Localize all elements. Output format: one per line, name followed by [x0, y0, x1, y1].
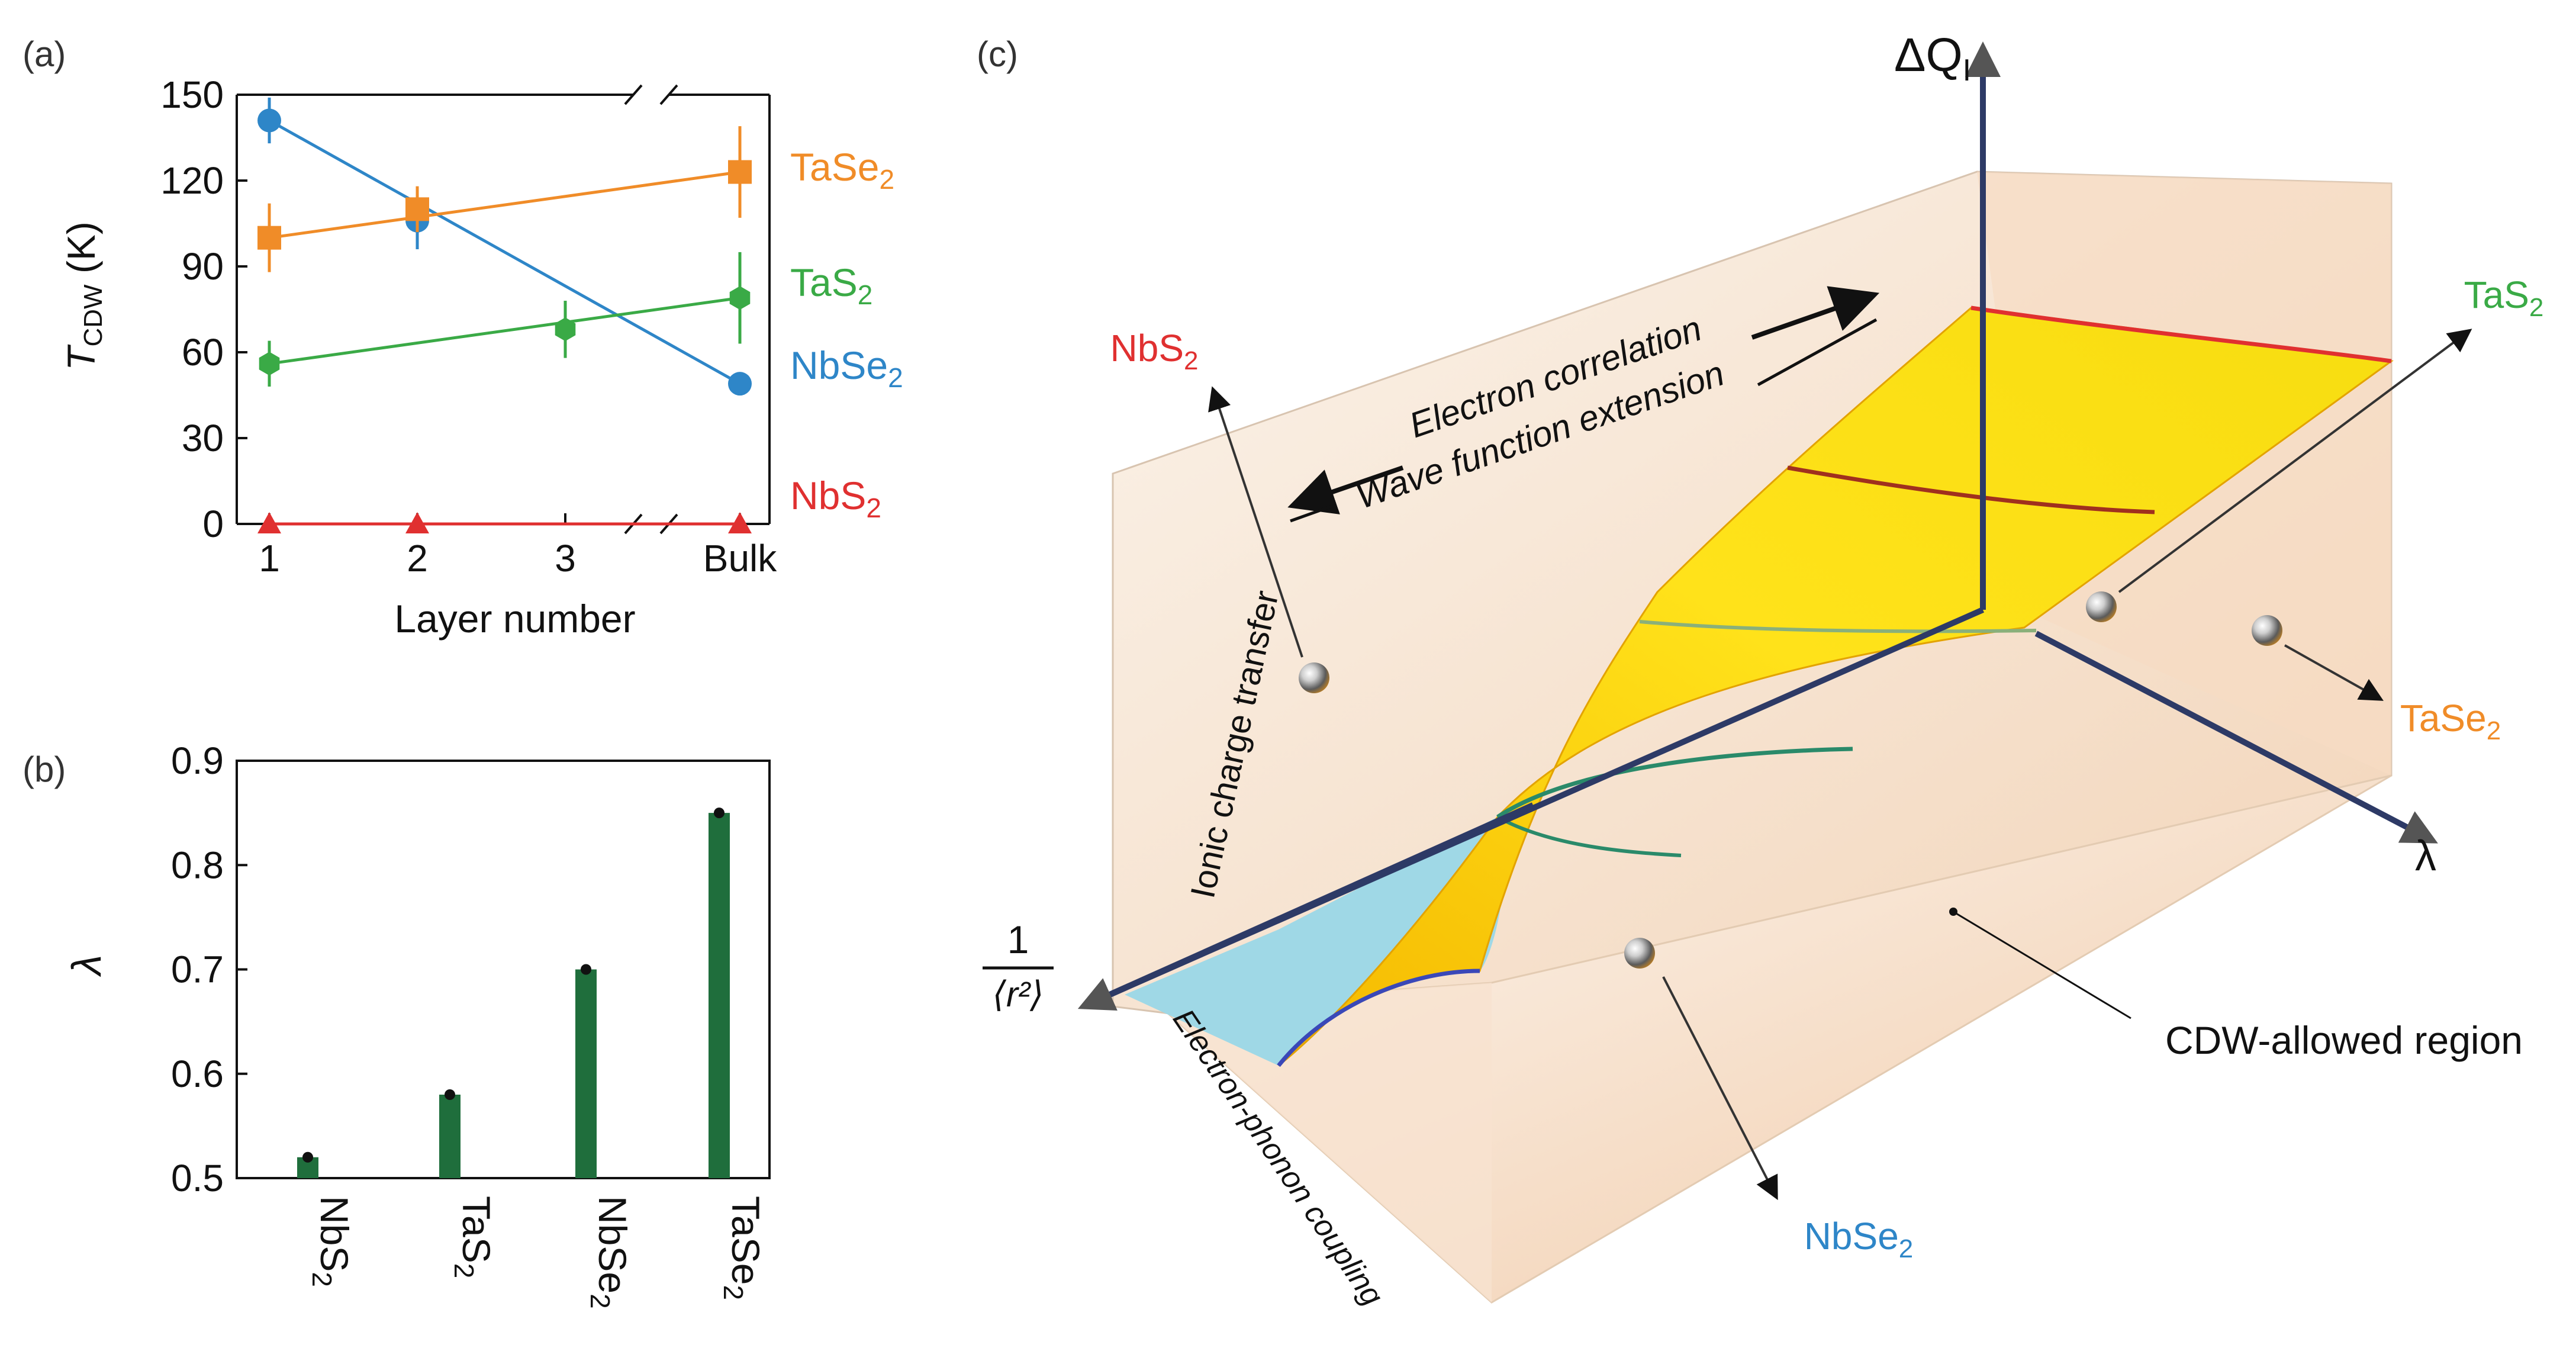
arrow-nbs2 — [1208, 386, 1303, 658]
panel-a-fit-tase2 — [269, 170, 740, 240]
panel-a-axis-break-mark — [624, 84, 643, 105]
label-tas2: TaS2 — [2464, 274, 2544, 322]
panel-b-y-tick-label: 0.5 — [171, 1157, 224, 1199]
contour-dark — [1787, 465, 2155, 514]
arrow-tase2 — [2284, 644, 2384, 701]
cdw-surface — [1277, 307, 2394, 1067]
panel-b-bar-cap — [445, 1089, 455, 1100]
panel-a-fit-nbse2 — [268, 119, 741, 385]
cdw-region-label: CDW-allowed region — [2165, 1018, 2523, 1062]
panel-b-category-label: TaS2 — [449, 1196, 498, 1278]
contour-light — [1639, 620, 2037, 633]
panel-a-x-tick-label: Bulk — [703, 537, 778, 580]
panel-b-y-tick-label: 0.6 — [171, 1053, 224, 1095]
blue-region — [1125, 817, 1504, 1066]
panel-b-frame — [236, 760, 771, 1179]
x-axis — [2034, 630, 2438, 844]
panel-a-point-tase2 — [728, 160, 752, 184]
contour-green-1 — [1496, 747, 1853, 819]
panel-b-category-label: NbS2 — [307, 1196, 356, 1287]
ball-nbs2 — [1299, 662, 1329, 693]
panel-a-point-nbse2 — [728, 372, 752, 396]
wave-function-line — [1290, 504, 1332, 523]
ball-tas2 — [2086, 591, 2117, 622]
panel-a-ticks: 0 30 60 90 120 150 1 2 3 Bulk — [160, 73, 777, 580]
panel-a-axes — [236, 84, 771, 535]
panel-a-y-tick-label: 0 — [202, 503, 224, 545]
contour-green-2 — [1496, 815, 1682, 857]
y-axis-label-numerator: 1 — [1007, 918, 1029, 961]
panel-a-legend-nbs2: NbS2 — [790, 474, 881, 523]
panel-a-x-tick-label: 3 — [555, 537, 576, 580]
panel-b: (b) 0.5 0.6 0.7 0.8 0.9 NbS2 TaS2 NbSe2 TaSe2 λ — [22, 739, 771, 1309]
panel-a-y-tick-label: 30 — [182, 417, 224, 459]
panel-b-label: (b) — [22, 749, 66, 789]
panel-b-ticks: 0.5 0.6 0.7 0.8 0.9 — [171, 739, 720, 1199]
panel-a-label: (a) — [22, 34, 66, 74]
panel-c-label: (c) — [977, 34, 1018, 74]
panel-b-ylabel: λ — [63, 955, 110, 977]
panel-a-points — [257, 97, 752, 533]
panel-a-x-tick-label: 1 — [259, 537, 280, 580]
panel-a-y-tick-label: 120 — [160, 159, 224, 202]
panel-a-point-nbs2 — [405, 512, 429, 533]
x-axis-label: λ — [2415, 832, 2436, 880]
ball-nbse2 — [1624, 938, 1655, 969]
panel-b-bar-cap — [581, 964, 591, 975]
panel-a-y-tick-label: 150 — [160, 73, 224, 116]
y-axis-label-denominator: ⟨r²⟩ — [993, 974, 1044, 1014]
panel-b-category-label: TaSe2 — [718, 1196, 768, 1300]
panel-a-point-tase2 — [257, 226, 281, 250]
contour-nbs2 — [1970, 305, 2392, 363]
panel-a-point-tas2 — [555, 317, 576, 342]
electron-correlation-arrow — [1287, 465, 1404, 514]
panel-b-bar-cap — [302, 1151, 313, 1163]
panel-a-x-tick-label: 2 — [407, 537, 428, 580]
front-left-face — [1160, 983, 1492, 1302]
ball-tase2 — [2252, 615, 2282, 646]
cdw-region-dot — [1949, 908, 1957, 916]
panel-b-y-tick-label: 0.7 — [171, 948, 224, 991]
panel-b-category-labels: NbS2 TaS2 NbSe2 TaSe2 — [307, 1196, 768, 1309]
panel-a-fit-lines — [268, 119, 741, 526]
panel-a-legend-nbse2: NbSe2 — [790, 343, 903, 393]
panel-a-point-nbs2 — [257, 512, 281, 533]
arrow-nbse2 — [1662, 976, 1778, 1201]
wave-function-arrow — [1751, 286, 1880, 340]
panel-a-legend-tas2: TaS2 — [790, 260, 872, 310]
panel-b-bar-nbse2 — [575, 969, 597, 1178]
panel-b-y-tick-label: 0.9 — [171, 739, 224, 782]
y-axis — [1077, 802, 1535, 1011]
panel-a-legend-tase2: TaSe2 — [790, 145, 894, 195]
panel-b-axes — [236, 760, 771, 1179]
panel-a-y-tick-label: 60 — [182, 331, 224, 374]
panel-a-point-tas2 — [729, 286, 751, 310]
panel-b-category-label: NbSe2 — [585, 1196, 635, 1309]
panel-b-y-tick-label: 0.8 — [171, 844, 224, 886]
label-nbs2: NbS2 — [1110, 327, 1199, 375]
panel-b-bars — [297, 808, 730, 1178]
label-tase2: TaSe2 — [2400, 697, 2501, 745]
panel-a-fit-tas2 — [269, 296, 740, 365]
panel-a-axis-break-mark — [659, 84, 678, 105]
panel-a-legend: NbSe2 TaSe2 TaS2 NbS2 — [790, 145, 903, 523]
panel-a-point-tas2 — [259, 352, 280, 376]
arrow-tas2 — [2118, 329, 2472, 593]
panel-b-bar-cap — [714, 808, 724, 819]
contour-blue — [1277, 969, 1480, 1067]
cdw-region-pointer — [1953, 911, 2131, 1019]
panel-a-xlabel: Layer number — [394, 597, 635, 641]
panel-c: (c) ΔQI λ 1 ⟨r²⟩ Ionic charge transfer — [977, 28, 2543, 1312]
panel-b-bar-tas2 — [439, 1095, 461, 1178]
panel-b-bar-tase2 — [709, 813, 730, 1178]
panel-a-point-nbs2 — [728, 512, 752, 533]
panel-a-point-tase2 — [405, 197, 429, 221]
panel-a-point-nbse2 — [257, 108, 281, 133]
label-nbse2: NbSe2 — [1804, 1215, 1914, 1263]
z-axis-label: ΔQI — [1894, 28, 1971, 88]
panel-a-y-tick-label: 90 — [182, 245, 224, 288]
panel-a-ylabel: TCDW (K) — [59, 221, 108, 371]
